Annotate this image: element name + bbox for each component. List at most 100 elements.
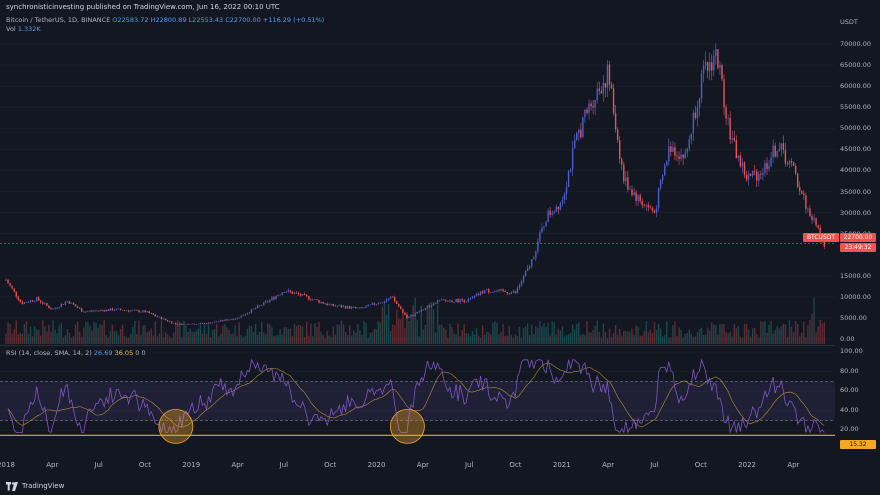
rsi-pane[interactable]: RSI (14, close, SMA, 14, 2) 26.69 36.05 … — [0, 345, 835, 456]
candle-body — [181, 323, 183, 325]
price-chart[interactable] — [0, 14, 835, 344]
candle-body — [436, 300, 439, 304]
candle-body — [481, 291, 484, 294]
volume-bar — [784, 324, 787, 344]
candle-body — [289, 290, 292, 292]
volume-bar — [154, 321, 157, 344]
volume-bar — [659, 328, 662, 344]
volume-bar — [125, 337, 128, 344]
volume-bar — [256, 334, 259, 344]
candle-body — [551, 213, 553, 215]
candle-body — [346, 306, 349, 309]
volume-bar — [588, 332, 590, 344]
candle-body — [629, 189, 631, 191]
volume-bar — [479, 337, 482, 344]
price-axis[interactable]: USDT 70000.00 65000.00 60000.00 55000.00 500… — [835, 14, 880, 344]
candle-body — [817, 225, 819, 228]
price-tick-label: 35000.00 — [840, 187, 872, 196]
volume-bar — [297, 325, 300, 344]
volume-bar — [788, 320, 791, 344]
volume-legend[interactable]: Vol 1.332K — [6, 25, 41, 33]
volume-bar — [559, 330, 562, 344]
candle-body — [101, 310, 103, 311]
rsi-axis[interactable]: 100.00 80.00 60.00 40.00 20.00 — [835, 345, 880, 455]
volume-bar — [555, 334, 557, 344]
volume-bar — [308, 335, 310, 344]
volume-bar — [46, 331, 48, 344]
volume-bar — [306, 321, 308, 344]
candle-body — [109, 308, 112, 311]
candle-body — [330, 303, 332, 305]
candle-body — [410, 315, 412, 317]
candle-body — [64, 302, 67, 305]
candle-body — [87, 311, 89, 312]
candle-body — [612, 88, 615, 114]
candle-body — [391, 296, 394, 298]
candle-body — [766, 163, 768, 170]
volume-bar — [365, 323, 367, 344]
candle-body — [498, 289, 500, 291]
rsi-chart[interactable] — [0, 346, 835, 456]
candle-body — [715, 49, 717, 56]
candle-body — [666, 161, 668, 166]
symbol-label[interactable]: Bitcoin / TetherUS, 1D, BINANCE — [6, 16, 111, 24]
price-pane[interactable]: Bitcoin / TetherUS, 1D, BINANCE O22583.7… — [0, 14, 835, 344]
volume-bar — [627, 331, 629, 344]
candle-body — [412, 315, 414, 316]
volume-bar — [234, 324, 236, 344]
candle-body — [512, 291, 515, 293]
candle-body — [774, 145, 776, 157]
volume-bar — [696, 332, 699, 344]
volume-bar — [553, 322, 555, 344]
volume-bar — [561, 326, 564, 344]
volume-bar — [318, 321, 320, 344]
candle-body — [578, 129, 580, 134]
candle-body — [293, 292, 296, 294]
volume-bar — [150, 328, 152, 344]
volume-bar — [89, 325, 91, 344]
volume-bar — [704, 334, 707, 344]
volume-bar — [461, 329, 463, 344]
volume-bar — [780, 326, 783, 344]
time-tick-label: Apr — [46, 461, 59, 469]
volume-bar — [819, 319, 821, 344]
volume-bar — [117, 335, 120, 344]
volume-bar — [709, 330, 711, 344]
volume-bar — [31, 336, 34, 344]
candle-body — [166, 320, 169, 322]
candle-body — [361, 307, 363, 309]
volume-bar — [481, 325, 484, 344]
volume-bar — [387, 304, 390, 344]
volume-bar — [213, 329, 216, 344]
candle-body — [438, 300, 441, 301]
volume-bar — [756, 334, 758, 344]
rsi-legend[interactable]: RSI (14, close, SMA, 14, 2) 26.69 36.05 … — [6, 349, 146, 357]
volume-bar — [128, 337, 130, 344]
candle-body — [625, 177, 627, 182]
volume-bar — [402, 313, 404, 344]
candle-body — [7, 280, 9, 284]
symbol-legend[interactable]: Bitcoin / TetherUS, 1D, BINANCE O22583.7… — [6, 16, 324, 24]
candle-body — [351, 306, 353, 309]
volume-bar — [664, 335, 666, 344]
candle-body — [692, 112, 695, 134]
candle-body — [792, 162, 795, 166]
candle-body — [189, 324, 191, 326]
candle-body — [132, 310, 134, 311]
candle-body — [473, 295, 476, 298]
candle-body — [555, 206, 557, 212]
volume-bar — [574, 329, 576, 344]
candle-body — [424, 308, 427, 310]
volume-bar — [271, 327, 273, 344]
volume-bar — [385, 314, 388, 344]
time-tick-label: 2019 — [182, 461, 201, 469]
time-tick-label: Jul — [279, 461, 289, 469]
candle-body — [328, 304, 330, 306]
volume-bar — [185, 325, 187, 344]
volume-bar — [115, 330, 118, 344]
candle-body — [80, 308, 83, 312]
volume-bar — [647, 332, 650, 344]
volume-bar — [25, 321, 28, 344]
price-tick-label: 65000.00 — [840, 61, 872, 70]
